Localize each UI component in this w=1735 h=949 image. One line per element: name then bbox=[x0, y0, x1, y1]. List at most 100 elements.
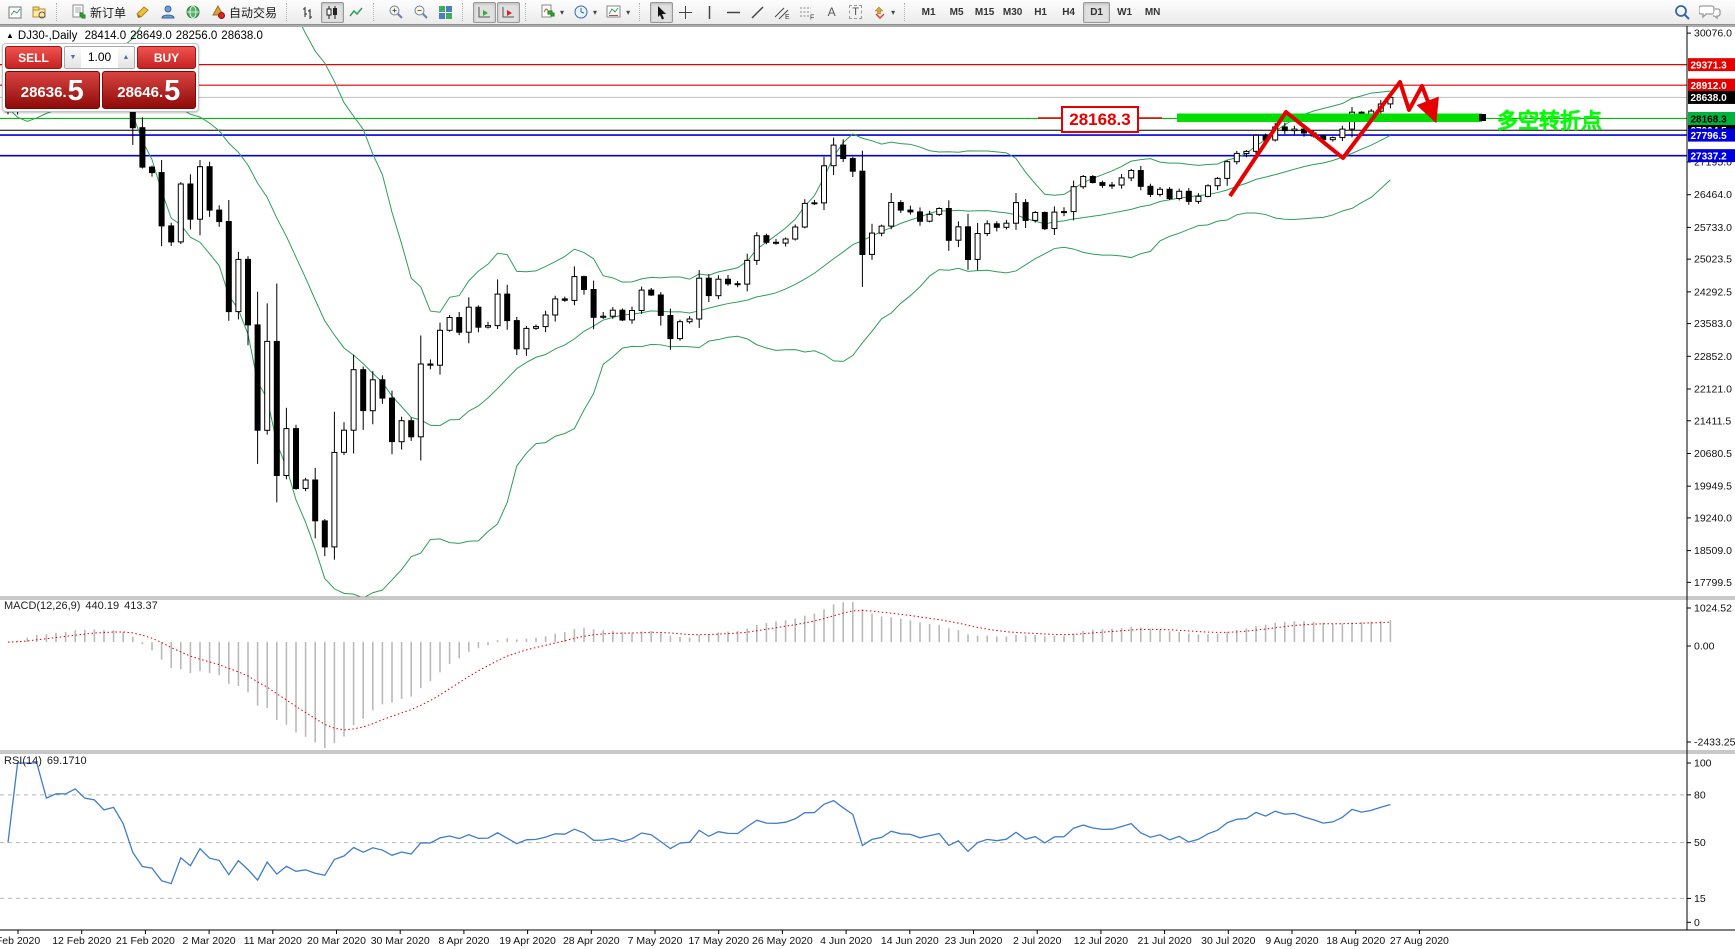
periods-icon bbox=[574, 5, 588, 19]
templates-icon bbox=[606, 5, 621, 18]
turning-point-highlight-bar[interactable] bbox=[1177, 113, 1482, 123]
price-note-annotation[interactable]: 28168.3 bbox=[1061, 106, 1139, 133]
text-label-tool-button[interactable]: T bbox=[844, 2, 867, 23]
volume-decrease-button[interactable]: ▼ bbox=[65, 47, 81, 68]
svg-text:27796.5: 27796.5 bbox=[1691, 131, 1728, 142]
timeframe-m1-button[interactable]: M1 bbox=[921, 6, 936, 18]
buy-price-quote[interactable]: 28646. 5 bbox=[101, 71, 196, 109]
symbol-period-label: DJ30-,Daily bbox=[17, 30, 78, 42]
bar-chart-button[interactable] bbox=[297, 2, 320, 23]
tile-windows-button[interactable] bbox=[434, 2, 457, 23]
chat-icon[interactable] bbox=[1699, 3, 1721, 21]
svg-text:F: F bbox=[810, 14, 814, 20]
zoom-in-button[interactable] bbox=[384, 2, 408, 23]
timeframe-m5-button[interactable]: M5 bbox=[949, 6, 964, 18]
candlestick-chart-button[interactable] bbox=[321, 1, 345, 23]
svg-text:19 Apr 2020: 19 Apr 2020 bbox=[499, 935, 556, 947]
turning-point-annotation[interactable]: 多空转折点 bbox=[1497, 110, 1602, 133]
sell-button[interactable]: SELL bbox=[5, 46, 62, 69]
rsi-indicator-label: RSI(14) 69.1710 bbox=[4, 755, 92, 767]
timeframe-m15-button[interactable]: M15 bbox=[974, 6, 995, 18]
svg-text:2 Mar 2020: 2 Mar 2020 bbox=[183, 935, 236, 947]
arrows-tool-button[interactable]: ▾ bbox=[868, 2, 899, 23]
autotrading-button[interactable]: 自动交易 bbox=[206, 2, 281, 23]
annotation-handle[interactable] bbox=[1479, 114, 1486, 121]
dropdown-arrow-icon: ▾ bbox=[593, 7, 598, 17]
profiles-icon bbox=[32, 6, 46, 18]
zoom-out-button[interactable] bbox=[409, 2, 433, 23]
arrows-icon bbox=[874, 6, 885, 19]
svg-text:0: 0 bbox=[1694, 917, 1700, 929]
timeframe-w1-button[interactable]: W1 bbox=[1117, 6, 1133, 18]
profiles-button[interactable] bbox=[28, 2, 51, 23]
vertical-line-tool-button[interactable] bbox=[698, 2, 721, 23]
autotrading-label: 自动交易 bbox=[229, 5, 278, 20]
svg-text:11 Mar 2020: 11 Mar 2020 bbox=[244, 935, 302, 947]
collapse-marker-icon[interactable]: ▲ bbox=[6, 31, 14, 40]
macd-title: MACD(12,26,9) bbox=[4, 600, 81, 612]
bar-chart-icon bbox=[303, 6, 313, 19]
svg-text:-2433.25: -2433.25 bbox=[1694, 737, 1735, 749]
trendline-tool-button[interactable] bbox=[746, 2, 769, 23]
buy-button[interactable]: BUY bbox=[137, 46, 196, 69]
sell-price-quote[interactable]: 28636. 5 bbox=[5, 71, 100, 109]
svg-text:80: 80 bbox=[1694, 789, 1706, 801]
timeframe-h1-button[interactable]: H1 bbox=[1034, 6, 1047, 18]
chart-shift-button[interactable] bbox=[497, 1, 521, 23]
open-value: 28414.0 bbox=[84, 30, 127, 42]
metaeditor-button[interactable] bbox=[131, 2, 155, 23]
svg-text:28912.0: 28912.0 bbox=[1691, 81, 1728, 92]
main-price-panel[interactable] bbox=[0, 0, 1687, 598]
search-icon[interactable] bbox=[1673, 3, 1691, 21]
line-chart-button[interactable] bbox=[345, 2, 368, 23]
fibonacci-tool-button[interactable]: F bbox=[795, 2, 819, 23]
rsi-panel[interactable] bbox=[0, 762, 1687, 899]
svg-text:28638.0: 28638.0 bbox=[1691, 93, 1728, 104]
new-order-icon bbox=[72, 4, 86, 19]
web-button[interactable] bbox=[181, 2, 205, 23]
rsi-line bbox=[7, 762, 1391, 885]
toolbar-right-tools bbox=[1673, 3, 1721, 21]
cursor-tool-button[interactable] bbox=[650, 1, 674, 23]
timeframe-d1-button[interactable]: D1 bbox=[1083, 1, 1111, 23]
timeframe-h4-button[interactable]: H4 bbox=[1062, 6, 1075, 18]
bollinger-mid-band bbox=[7, 71, 1391, 427]
svg-text:7 May 2020: 7 May 2020 bbox=[628, 935, 683, 947]
svg-text:30 Jul 2020: 30 Jul 2020 bbox=[1201, 935, 1255, 947]
crosshair-tool-button[interactable] bbox=[674, 2, 697, 23]
rsi-value: 69.1710 bbox=[46, 755, 87, 767]
text-tool-button[interactable]: A bbox=[820, 2, 843, 23]
volume-increase-button[interactable]: ▲ bbox=[118, 47, 134, 68]
macd-panel[interactable] bbox=[7, 602, 1392, 748]
volume-value[interactable]: 1.00 bbox=[87, 50, 112, 64]
indicators-button[interactable]: ▾ bbox=[536, 2, 568, 23]
new-chart-button[interactable] bbox=[4, 2, 27, 23]
templates-button[interactable]: ▾ bbox=[602, 2, 634, 23]
autotrading-icon bbox=[212, 4, 226, 19]
toolbar-separator bbox=[904, 3, 911, 21]
svg-text:25733.0: 25733.0 bbox=[1694, 222, 1732, 234]
chart-frame bbox=[0, 25, 1735, 931]
new-order-label: 新订单 bbox=[90, 5, 127, 20]
periods-button[interactable]: ▾ bbox=[569, 2, 601, 23]
svg-text:19949.5: 19949.5 bbox=[1694, 481, 1732, 493]
auto-scroll-icon bbox=[478, 6, 491, 17]
svg-text:100: 100 bbox=[1694, 758, 1712, 770]
svg-text:23 Jun 2020: 23 Jun 2020 bbox=[945, 935, 1003, 947]
svg-text:1024.52: 1024.52 bbox=[1694, 603, 1732, 615]
auto-scroll-button[interactable] bbox=[473, 1, 497, 23]
equidistant-channel-tool-button[interactable]: E bbox=[770, 2, 794, 23]
timeframe-mn-button[interactable]: MN bbox=[1144, 6, 1161, 18]
svg-text:Feb 2020: Feb 2020 bbox=[0, 935, 40, 947]
trend-arrow-annotation[interactable] bbox=[1228, 80, 1439, 198]
svg-text:28 Apr 2020: 28 Apr 2020 bbox=[563, 935, 620, 947]
price-axis: 30076.027195.026464.025733.025023.524292… bbox=[1687, 28, 1735, 929]
new-order-button[interactable]: 新订单 bbox=[67, 2, 130, 23]
chart-shift-icon bbox=[502, 6, 515, 17]
rsi-title: RSI(14) bbox=[4, 755, 42, 767]
equidistant-channel-icon: E bbox=[774, 7, 790, 20]
community-button[interactable] bbox=[156, 2, 180, 23]
horizontal-line-tool-button[interactable] bbox=[722, 2, 745, 23]
timeframe-m30-button[interactable]: M30 bbox=[1002, 6, 1023, 18]
